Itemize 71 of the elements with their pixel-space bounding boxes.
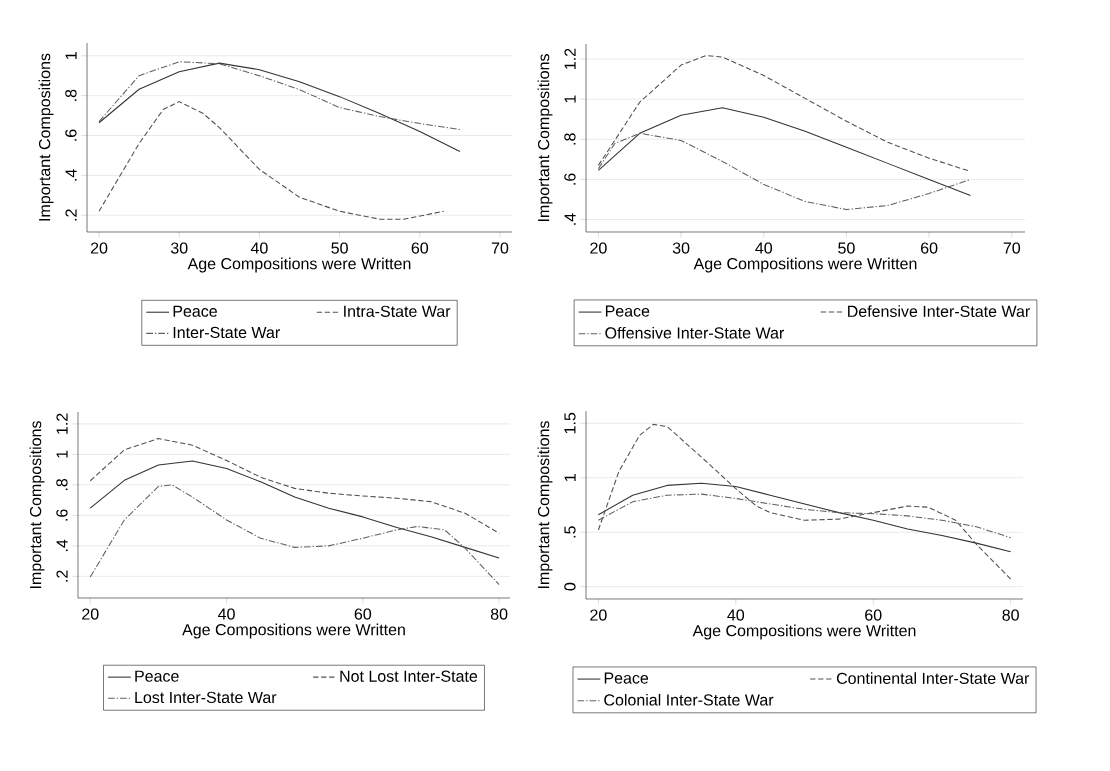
x-tick-label: 80	[490, 608, 508, 620]
line-series	[98, 61, 461, 131]
y-tick-label: .4	[564, 213, 576, 225]
line-series	[89, 484, 500, 586]
y-tick-label: .8	[65, 89, 77, 101]
legend-label: Defensive Inter-State War	[848, 305, 1030, 318]
x-tick-label: 40	[727, 609, 745, 621]
y-tick-label: 1	[564, 474, 576, 481]
y-tick-label: 1	[56, 450, 68, 458]
x-tick-label: 20	[590, 242, 607, 254]
x-tick-label: 20	[82, 608, 99, 620]
x-tick-label: 70	[491, 242, 509, 254]
y-tick-label: .4	[65, 169, 77, 181]
legend-label: Lost Inter-State War	[135, 691, 277, 704]
x-tick-label: 30	[672, 242, 690, 254]
y-tick-label: 0	[564, 582, 576, 591]
x-axis-title: Age Compositions were Written	[187, 257, 411, 273]
x-tick-label: 20	[590, 609, 607, 621]
line-series	[597, 107, 971, 197]
y-tick-label: .2	[56, 570, 68, 582]
line-series	[597, 423, 1012, 580]
legend-label: Peace	[604, 672, 649, 684]
line-series	[597, 132, 971, 211]
x-tick-label: 30	[170, 242, 188, 254]
x-axis-title: Age Compositions were Written	[182, 623, 405, 639]
x-tick-label: 60	[411, 242, 429, 254]
line-series	[89, 437, 500, 534]
x-tick-label: 60	[921, 242, 938, 254]
legend-label: Continental Inter-State War	[836, 672, 1030, 685]
line-series	[597, 493, 1012, 539]
y-tick-label: .8	[56, 478, 68, 491]
x-tick-label: 50	[838, 242, 855, 254]
y-axis-title: Important Compositions	[537, 421, 553, 588]
x-tick-label: 40	[218, 608, 235, 620]
y-tick-label: 1.2	[56, 413, 68, 434]
y-axis-title: Important Compositions	[29, 421, 45, 588]
line-series	[597, 55, 971, 172]
y-tick-label: 1	[564, 95, 576, 103]
y-axis-title: Important Compositions	[537, 54, 553, 221]
x-tick-label: 70	[1003, 242, 1021, 254]
legend-label: Inter-State War	[173, 326, 280, 339]
y-tick-label: 1.5	[564, 412, 576, 434]
y-tick-label: .6	[564, 173, 576, 185]
line-series	[89, 460, 500, 559]
y-tick-label: .4	[56, 539, 68, 552]
y-tick-label: .2	[65, 209, 77, 221]
x-tick-label: 60	[354, 608, 372, 620]
x-tick-label: 40	[755, 242, 773, 254]
x-tick-label: 80	[1002, 609, 1019, 621]
y-tick-label: 1	[65, 52, 77, 59]
legend-label: Intra-State War	[344, 305, 451, 317]
legend-label: Peace	[173, 305, 217, 317]
x-tick-label: 50	[331, 242, 348, 254]
x-axis-title: Age Compositions were Written	[692, 624, 916, 640]
x-tick-label: 40	[250, 242, 268, 254]
line-series	[98, 62, 461, 152]
y-tick-label: .6	[65, 129, 77, 141]
x-axis-title: Age Compositions were Written	[693, 257, 917, 273]
legend-label: Peace	[135, 670, 179, 682]
legend-label: Offensive Inter-State War	[605, 326, 784, 339]
y-tick-label: .5	[564, 526, 576, 538]
y-tick-label: .6	[56, 509, 68, 521]
x-tick-label: 60	[865, 609, 882, 621]
legend-label: Colonial Inter-State War	[604, 693, 774, 706]
legend-label: Peace	[605, 305, 650, 317]
line-series	[98, 101, 445, 220]
legend-label: Not Lost Inter-State	[340, 670, 478, 682]
y-tick-label: .8	[564, 133, 576, 145]
y-tick-label: 1.2	[564, 48, 576, 69]
y-axis-title: Important Compositions	[38, 53, 54, 221]
x-tick-label: 20	[90, 242, 108, 254]
